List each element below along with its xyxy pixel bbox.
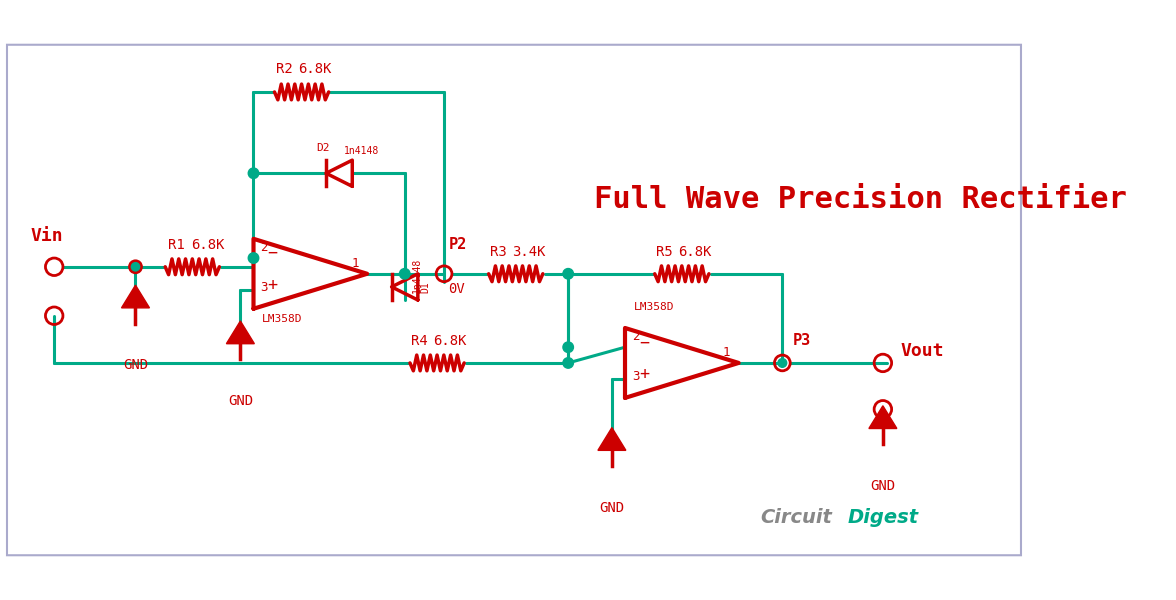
Polygon shape [597, 428, 626, 451]
Text: GND: GND [228, 394, 253, 408]
Text: Vout: Vout [901, 342, 944, 360]
Text: GND: GND [600, 500, 624, 515]
Text: D2: D2 [316, 143, 330, 154]
Text: R5: R5 [656, 245, 673, 259]
Text: GND: GND [870, 479, 895, 493]
Text: GND: GND [123, 358, 148, 372]
Text: Digest: Digest [848, 508, 918, 527]
Text: 3.4K: 3.4K [512, 245, 546, 259]
Text: P2: P2 [448, 238, 467, 253]
Circle shape [563, 269, 574, 279]
Text: LM358D: LM358D [262, 314, 302, 324]
Text: +: + [640, 365, 649, 383]
Text: 6.8K: 6.8K [679, 245, 711, 259]
Text: R4: R4 [412, 334, 428, 349]
Text: 2: 2 [632, 330, 640, 343]
Circle shape [248, 253, 259, 263]
Text: 6.8K: 6.8K [192, 238, 225, 253]
Polygon shape [121, 285, 149, 308]
Text: 3: 3 [261, 281, 268, 294]
Polygon shape [227, 321, 254, 344]
Text: R1: R1 [168, 238, 185, 253]
Circle shape [563, 358, 574, 368]
Text: Full Wave Precision Rectifier: Full Wave Precision Rectifier [594, 185, 1128, 214]
Text: D1: D1 [421, 281, 430, 293]
Text: −: − [268, 244, 278, 262]
Text: 1n4148: 1n4148 [343, 146, 379, 156]
Text: 0V: 0V [448, 282, 466, 296]
Text: 6.8K: 6.8K [434, 334, 467, 349]
Text: R2: R2 [275, 62, 293, 76]
Circle shape [779, 359, 787, 367]
Circle shape [563, 342, 574, 352]
Text: P3: P3 [793, 334, 811, 349]
Text: +: + [268, 275, 278, 293]
Text: 1: 1 [723, 346, 730, 359]
Text: 1: 1 [352, 257, 359, 270]
Text: 6.8K: 6.8K [298, 62, 332, 76]
Text: 1n4148: 1n4148 [412, 258, 422, 293]
Circle shape [248, 168, 259, 178]
Polygon shape [869, 406, 897, 428]
Text: 2: 2 [261, 241, 268, 254]
Circle shape [400, 269, 410, 279]
Text: LM358D: LM358D [634, 302, 674, 313]
Text: 3: 3 [632, 370, 640, 383]
Text: R3: R3 [490, 245, 507, 259]
Text: −: − [640, 333, 649, 351]
Text: Circuit: Circuit [761, 508, 833, 527]
Text: Vin: Vin [31, 227, 64, 245]
Circle shape [131, 262, 141, 272]
